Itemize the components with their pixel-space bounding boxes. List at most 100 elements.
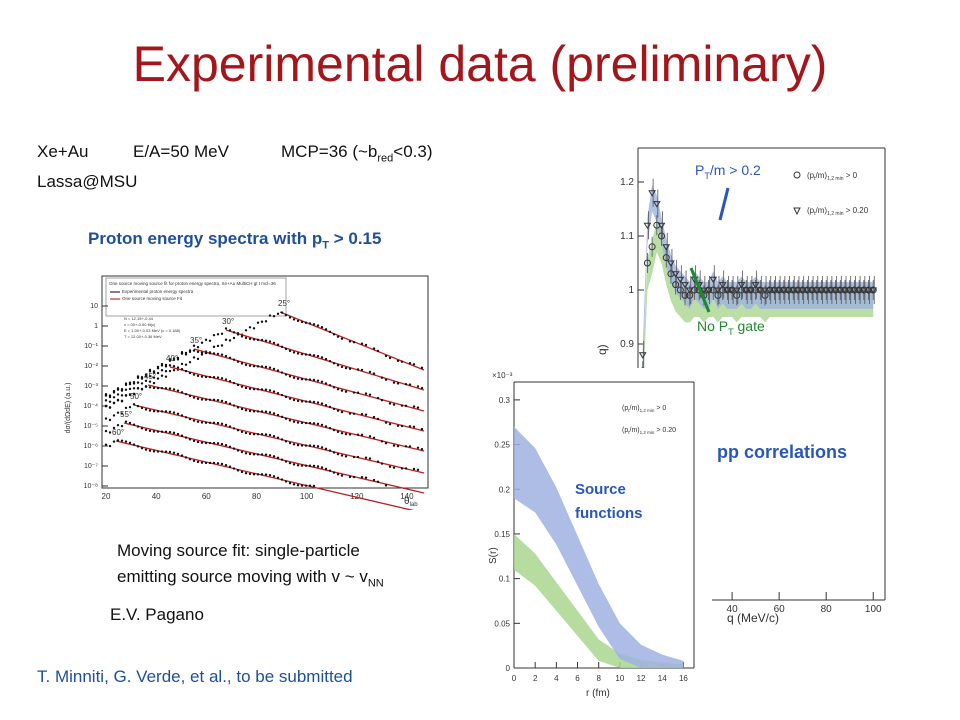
spectra-point [360, 412, 364, 416]
spectra-point [396, 359, 400, 363]
spectra-point [320, 446, 324, 449]
spectra-point [288, 375, 292, 378]
spectra-point [260, 320, 264, 323]
spectra-ytick: 10⁻² [84, 363, 98, 370]
spectra-point [316, 465, 320, 468]
spectra-point [128, 382, 132, 386]
corr-point-triangle [648, 190, 656, 197]
spectra-point [328, 449, 332, 452]
spectra-point [304, 353, 308, 356]
spectra-point [300, 444, 304, 447]
spectra-point [124, 383, 128, 387]
spectra-point [396, 424, 400, 427]
spectra-point [212, 375, 216, 379]
angle-label: 30° [222, 317, 234, 326]
spectra-point [296, 484, 300, 487]
spectra-point [312, 444, 316, 448]
spectra-point [288, 316, 292, 319]
spectra-ytick: 1 [94, 323, 98, 330]
spectra-point [236, 360, 240, 363]
spectra-point [404, 382, 408, 386]
spectra-point [120, 389, 124, 392]
spectra-point [160, 374, 164, 377]
spectra-point [268, 314, 272, 317]
spectra-point [380, 462, 384, 465]
spectra-point [224, 378, 228, 381]
source-xlabel: r (fm) [586, 688, 610, 699]
spectra-point [128, 405, 132, 409]
spectra-point [168, 387, 172, 390]
spectra-point [316, 445, 320, 448]
spectra-point [184, 416, 188, 419]
angle-label: 35° [190, 336, 202, 345]
spectra-point [224, 338, 228, 341]
spectra-point [140, 377, 144, 380]
spectra-point [200, 375, 204, 378]
spectra-point [348, 475, 352, 479]
spectra-xtick: 20 [102, 492, 111, 501]
spectra-point [364, 476, 368, 479]
spectra-point [240, 450, 244, 454]
spectra-point [132, 393, 136, 396]
spectra-point [220, 422, 224, 426]
spectra-point [408, 361, 412, 365]
spectra-point [228, 356, 232, 359]
spectra-point [156, 430, 160, 433]
corr-point-circle [690, 286, 698, 294]
spectra-point [192, 439, 196, 443]
spectra-point [356, 455, 360, 459]
reference-label: T. Minniti, G. Verde, et al., to be subm… [37, 667, 353, 686]
corr-xtick: 40 [727, 604, 739, 615]
spectra-point [148, 374, 152, 378]
spectra-point [324, 328, 328, 331]
pt-none-arrow [689, 267, 711, 313]
src-xtick: 12 [637, 674, 646, 683]
author-label: E.V. Pagano [110, 605, 204, 624]
corr-point-triangle [751, 282, 760, 289]
spectra-ytick: 10⁻⁶ [84, 443, 98, 450]
src-xtick: 10 [615, 674, 624, 683]
spectra-point [144, 448, 148, 451]
spectra-point [252, 432, 256, 436]
src-band-blue [514, 426, 684, 668]
src-ytick: 0.15 [494, 530, 510, 539]
spectra-point [304, 400, 308, 403]
spectra-point [176, 412, 180, 416]
spectra-point [308, 421, 312, 425]
spectra-point [376, 460, 380, 463]
src-band-green [514, 533, 684, 668]
spectra-point [368, 370, 372, 374]
spectra-point [144, 374, 148, 378]
spectra-point [308, 322, 312, 325]
spectra-point [248, 364, 252, 367]
spectra-point [316, 401, 320, 404]
source-plot: ×10⁻³ S(r) 0.3 0.25 0.2 0.15 0.1 0.05 0 0 2 4 6 8 1… [484, 368, 712, 708]
spectra-point [264, 410, 268, 413]
spectra-point [280, 458, 284, 461]
spectra-point [304, 378, 308, 381]
spectra-point [200, 461, 204, 464]
spectra-point [180, 414, 184, 417]
spectra-point [184, 436, 188, 439]
spectra-point [312, 354, 316, 357]
spectra-point [184, 392, 188, 396]
src-legend-1: (pt/m)1,2 min > 0.20 [622, 427, 676, 435]
spectra-point [132, 423, 136, 426]
spectra-point [360, 433, 364, 437]
energy-label: E/A=50 MeV [133, 142, 229, 161]
spectra-point [104, 394, 108, 397]
spectra-point [280, 415, 284, 419]
spectra-point [176, 366, 180, 369]
fit-param-e: E = 1.00+-0.03 MeV (c = 0.188) [124, 328, 181, 333]
spectra-point [196, 420, 200, 424]
spectra-point [288, 349, 292, 353]
spectra-point [148, 386, 152, 389]
spectra-point [264, 388, 268, 391]
spectra-point [296, 399, 300, 403]
spectra-point [212, 333, 216, 337]
spectra-point [208, 461, 212, 465]
spectra-point [224, 354, 228, 358]
spectra-point [296, 352, 300, 355]
spectra-point [252, 364, 256, 368]
src-ytick: 0.3 [499, 396, 511, 405]
